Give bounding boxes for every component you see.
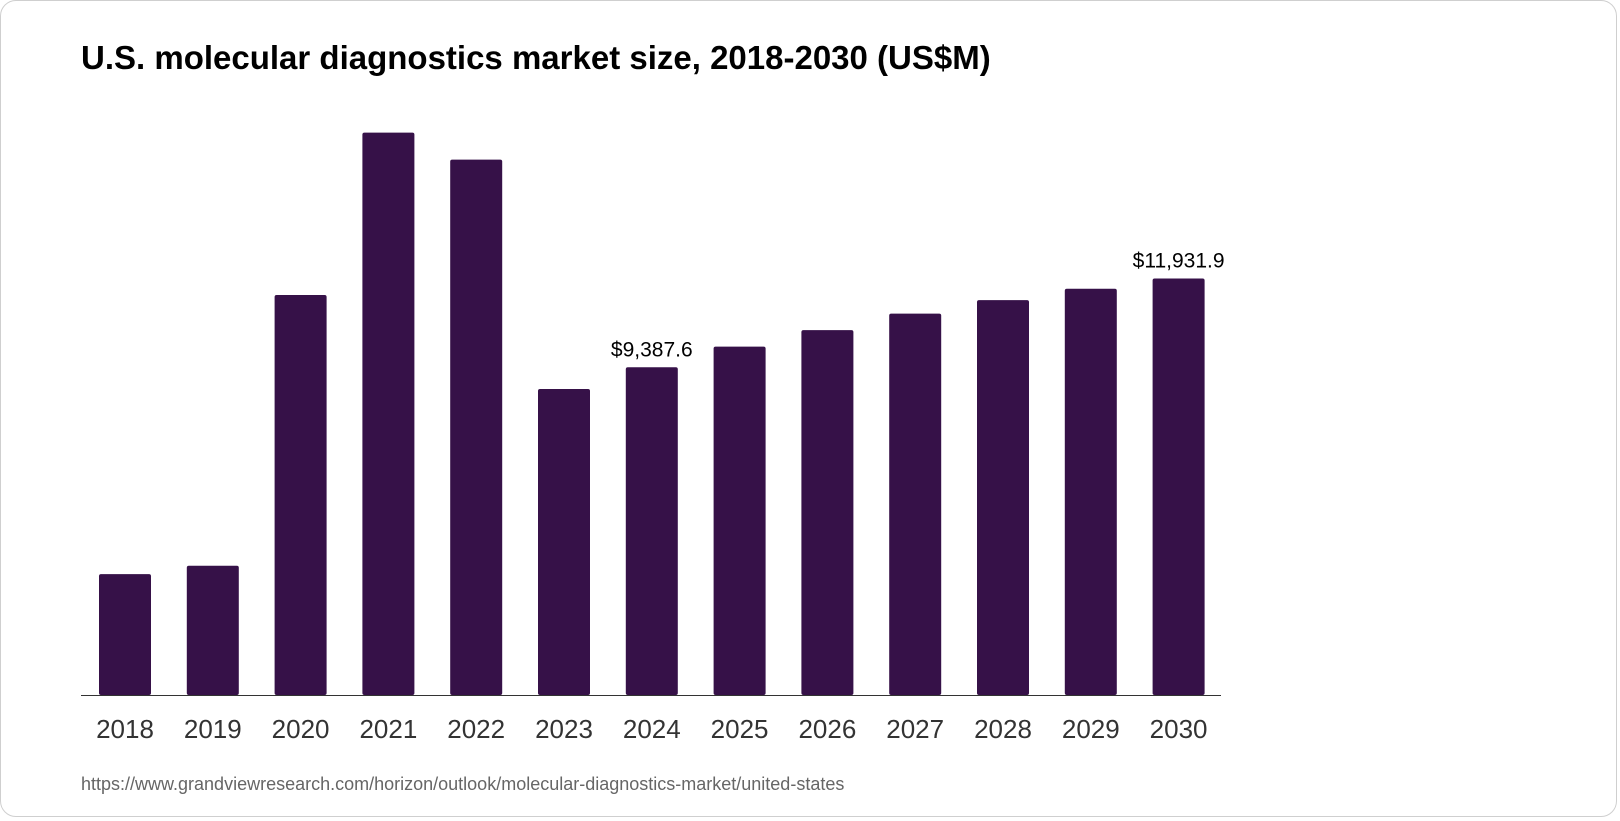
bar-2020 <box>274 294 327 695</box>
bar-2026 <box>801 330 854 695</box>
x-tick-label: 2021 <box>359 714 417 744</box>
data-label-2024: $9,387.6 <box>611 338 693 361</box>
x-tick-label: 2026 <box>798 714 856 744</box>
x-tick-label: 2030 <box>1150 714 1208 744</box>
chart-title: U.S. molecular diagnostics market size, … <box>81 39 991 76</box>
bar-2028 <box>977 300 1029 695</box>
bar-2029 <box>1064 288 1117 695</box>
x-tick-label: 2024 <box>623 714 681 744</box>
x-tick-label: 2027 <box>886 714 944 744</box>
x-tick-label: 2025 <box>711 714 769 744</box>
data-label-2030: $11,931.9 <box>1133 249 1225 272</box>
bar-2021 <box>362 132 415 696</box>
bar-2019 <box>186 565 239 695</box>
bar-2018 <box>99 574 151 695</box>
x-tick-label: 2028 <box>974 714 1032 744</box>
bar-2023 <box>538 389 590 695</box>
x-tick-label: 2023 <box>535 714 593 744</box>
x-tick-label: 2022 <box>447 714 505 744</box>
x-tick-label: 2029 <box>1062 714 1120 744</box>
x-tick-label: 2020 <box>272 714 330 744</box>
source-url[interactable]: https://www.grandviewresearch.com/horizo… <box>81 774 845 794</box>
bar-2030 <box>1152 278 1205 695</box>
bar-2025 <box>713 346 766 695</box>
bar-2027 <box>889 313 942 695</box>
x-tick-label: 2019 <box>184 714 242 744</box>
bar-2024 <box>625 367 678 695</box>
x-tick-label: 2018 <box>96 714 154 744</box>
bar-2022 <box>450 159 503 696</box>
